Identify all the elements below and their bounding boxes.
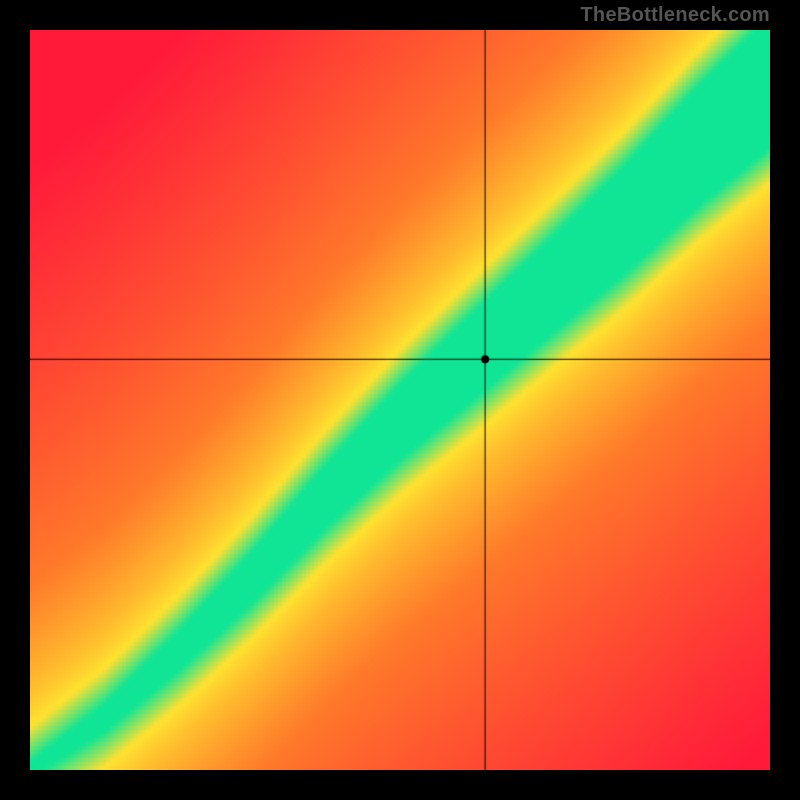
heatmap-canvas bbox=[30, 30, 770, 770]
watermark-text: TheBottleneck.com bbox=[580, 4, 770, 27]
heatmap-chart bbox=[30, 30, 770, 770]
chart-container: TheBottleneck.com bbox=[0, 0, 800, 800]
